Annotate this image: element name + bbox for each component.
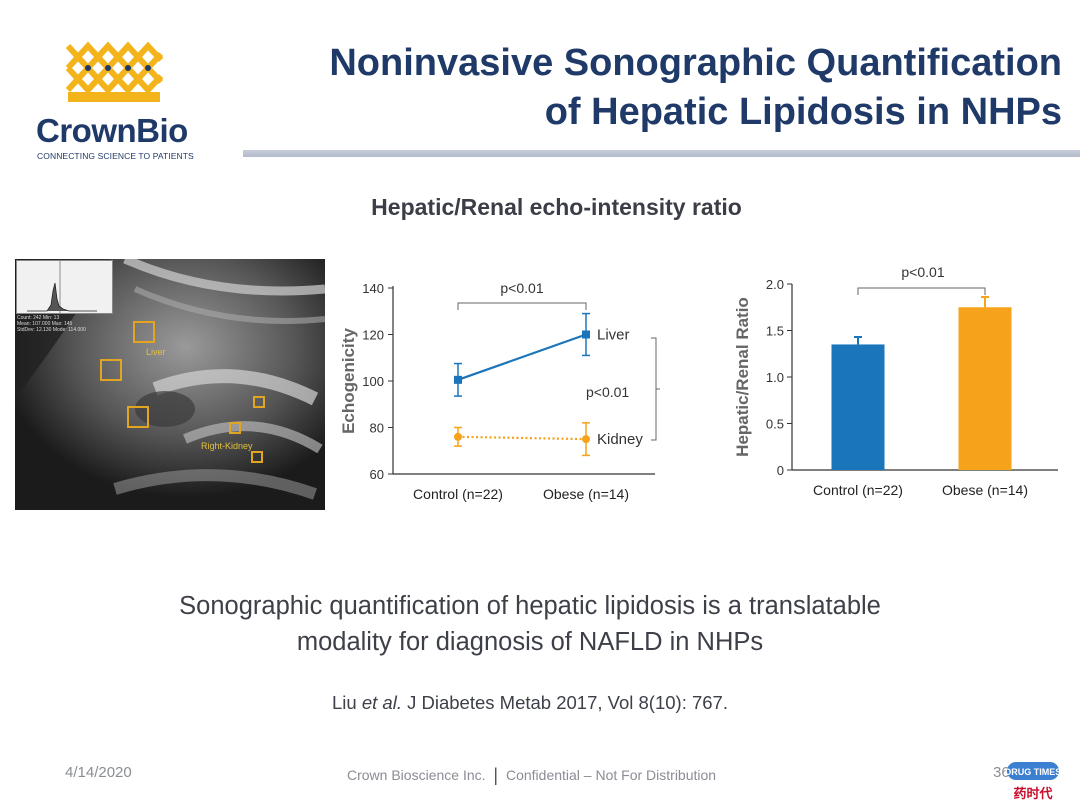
page-number: 36: [993, 764, 1010, 781]
y-tick-label: 0.5: [766, 417, 784, 432]
series-label-liver: Liver: [597, 327, 630, 344]
significance-bracket: [857, 287, 986, 295]
series-line-kidney: [457, 435, 587, 441]
bar-obese: [958, 307, 1012, 470]
y-tick-label: 140: [362, 281, 384, 296]
y-tick-label: 120: [362, 328, 384, 343]
y-tick-label: 60: [370, 467, 384, 482]
x-tick-label: Obese (n=14): [543, 486, 629, 502]
data-point: [582, 330, 590, 339]
roi-kidney-box-3: [251, 451, 263, 463]
y-tick-label: 2.0: [766, 277, 784, 292]
histogram-stats: Count: 242 Min: 13 Mean: 107.000 Max: 14…: [17, 315, 86, 333]
x-tick-label: Control (n=22): [413, 486, 503, 502]
hepatic-renal-ratio-chart: 0 0.5 1.0 1.5 2.0 Hepatic/Renal Ratio Control …: [733, 264, 1058, 498]
watermark-brand-cn: 药时代: [1013, 786, 1052, 801]
footer-separator: |: [493, 765, 499, 785]
data-point: [454, 375, 462, 384]
section-heading: Hepatic/Renal echo-intensity ratio: [371, 194, 742, 220]
series-label-kidney: Kidney: [597, 431, 643, 448]
y-axis-label: Echogenicity: [339, 328, 358, 434]
roi-kidney-box-1: [253, 396, 265, 408]
slide-title-line-1: Noninvasive Sonographic Quantification: [329, 42, 1062, 84]
brand-name: CrownBio: [36, 112, 188, 149]
x-tick-label: Obese (n=14): [942, 482, 1028, 498]
data-point: [454, 432, 462, 441]
conclusion-line-2: modality for diagnosis of NAFLD in NHPs: [296, 628, 764, 656]
liver-label: Liver: [146, 347, 166, 357]
y-axis-label: Hepatic/Renal Ratio: [733, 297, 752, 457]
p-value-right: p<0.01: [586, 384, 629, 400]
histogram-panel: [16, 260, 113, 314]
watermark-brand-en: DRUG TIMES: [1005, 767, 1061, 777]
slide-title-line-2: of Hepatic Lipidosis in NHPs: [544, 91, 1062, 133]
y-tick-label: 100: [362, 374, 384, 389]
footer-center: Crown Bioscience Inc. | Confidential – N…: [347, 764, 716, 785]
brand-tagline: CONNECTING SCIENCE TO PATIENTS: [37, 151, 194, 161]
p-value: p<0.01: [901, 264, 944, 280]
roi-box-1: [100, 359, 122, 381]
footer-company: Crown Bioscience Inc.: [347, 767, 486, 783]
x-tick-label: Control (n=22): [813, 482, 903, 498]
title-divider: [243, 150, 1080, 157]
echogenicity-chart: 60 80 100 120 140 Echogenicity Control (n=22) O…: [339, 280, 660, 502]
footer-confidential: Confidential – Not For Distribution: [505, 767, 717, 783]
ultrasound-texture: [15, 259, 325, 510]
bar-control: [831, 344, 885, 470]
y-tick-label: 1.5: [766, 324, 784, 339]
citation: Liu et al. J Diabetes Metab 2017, Vol 8(…: [0, 692, 1060, 714]
conclusion-line-1: Sonographic quantification of hepatic li…: [179, 592, 881, 620]
ultrasound-image: Count: 242 Min: 13 Mean: 107.000 Max: 14…: [15, 259, 325, 510]
citation-etal: et al.: [361, 692, 402, 713]
roi-liver-box: [133, 321, 155, 343]
roi-box-2: [127, 406, 149, 428]
drug-times-watermark: DRUG TIMES 药时代: [1005, 758, 1061, 804]
y-tick-label: 80: [370, 421, 384, 436]
kidney-label: Right-Kidney: [201, 441, 253, 451]
crown-icon: [65, 41, 164, 102]
roi-kidney-box-2: [229, 422, 241, 434]
significance-bracket-right: [651, 337, 660, 441]
y-tick-label: 1.0: [766, 370, 784, 385]
y-tick-label: 0: [777, 463, 784, 478]
citation-source: J Diabetes Metab 2017, Vol 8(10): 767.: [407, 692, 728, 713]
citation-author: Liu: [332, 692, 357, 713]
footer-date: 4/14/2020: [65, 764, 132, 781]
significance-bracket-top: [457, 302, 587, 310]
p-value-top: p<0.01: [500, 280, 543, 296]
series-line-liver: [457, 333, 587, 381]
data-point: [582, 435, 590, 444]
